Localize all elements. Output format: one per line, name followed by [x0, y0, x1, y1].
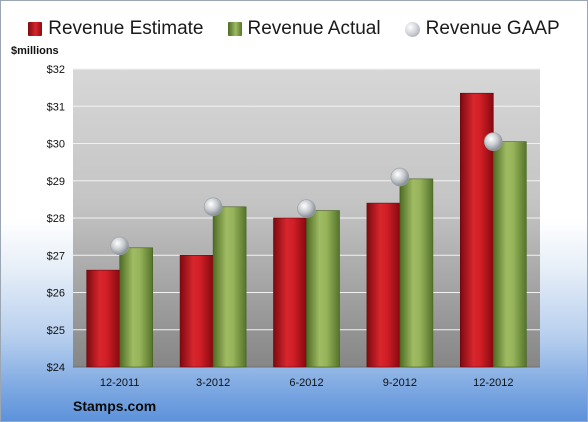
- y-tick-label: $27: [47, 250, 65, 262]
- y-axis-units-label: $millions: [11, 45, 59, 57]
- bar-revenue-actual: [492, 141, 527, 368]
- bar-revenue-actual: [119, 247, 153, 368]
- legend: Revenue Estimate Revenue Actual Revenue …: [1, 15, 587, 43]
- marker-revenue-gaap: [203, 197, 223, 217]
- y-tick-label: $26: [47, 288, 65, 300]
- x-tick-label: 6-2012: [289, 377, 323, 389]
- y-tick-label: $29: [47, 176, 65, 188]
- y-tick-label: $24: [47, 362, 65, 374]
- brand-label: Stamps.com: [73, 398, 157, 414]
- x-tick-label: 12-2012: [473, 377, 513, 389]
- bar-revenue-estimate: [366, 202, 401, 368]
- y-tick-label: $31: [47, 101, 65, 113]
- bar-revenue-estimate: [86, 269, 120, 368]
- y-tick-label: $32: [47, 64, 65, 76]
- legend-label-actual: Revenue Actual: [247, 18, 381, 39]
- bar-revenue-actual: [399, 178, 434, 368]
- legend-swatch-estimate: [28, 22, 43, 36]
- legend-item-estimate: Revenue Estimate: [28, 18, 204, 40]
- bars: [86, 92, 527, 368]
- marker-revenue-gaap: [483, 132, 503, 151]
- x-tick-label: 3-2012: [196, 377, 230, 389]
- marker-revenue-gaap: [110, 236, 129, 256]
- y-tick-label: $28: [47, 213, 65, 225]
- legend-swatch-actual: [227, 22, 242, 36]
- y-tick-label: $25: [47, 325, 65, 337]
- bar-revenue-estimate: [179, 254, 214, 368]
- legend-item-gaap: Revenue GAAP: [404, 18, 560, 40]
- gaap-markers: [110, 132, 503, 256]
- bar-revenue-actual: [306, 210, 340, 368]
- x-tick-label: 9-2012: [383, 377, 417, 389]
- marker-revenue-gaap: [297, 199, 316, 218]
- x-axis-ticks: 12-2011 3-2012 6-2012 9-2012 12-2012: [100, 377, 514, 389]
- y-axis-ticks: $24 $25 $26 $27 $28 $29 $30 $31 $32: [47, 64, 65, 374]
- y-tick-label: $30: [47, 139, 65, 151]
- x-tick-label: 12-2011: [100, 377, 140, 389]
- bar-revenue-estimate: [273, 217, 307, 368]
- legend-label-estimate: Revenue Estimate: [48, 18, 204, 39]
- legend-item-actual: Revenue Actual: [227, 18, 381, 40]
- legend-swatch-gaap: [404, 21, 420, 37]
- bar-revenue-actual: [212, 206, 247, 368]
- legend-label-gaap: Revenue GAAP: [425, 18, 560, 39]
- marker-revenue-gaap: [390, 167, 410, 187]
